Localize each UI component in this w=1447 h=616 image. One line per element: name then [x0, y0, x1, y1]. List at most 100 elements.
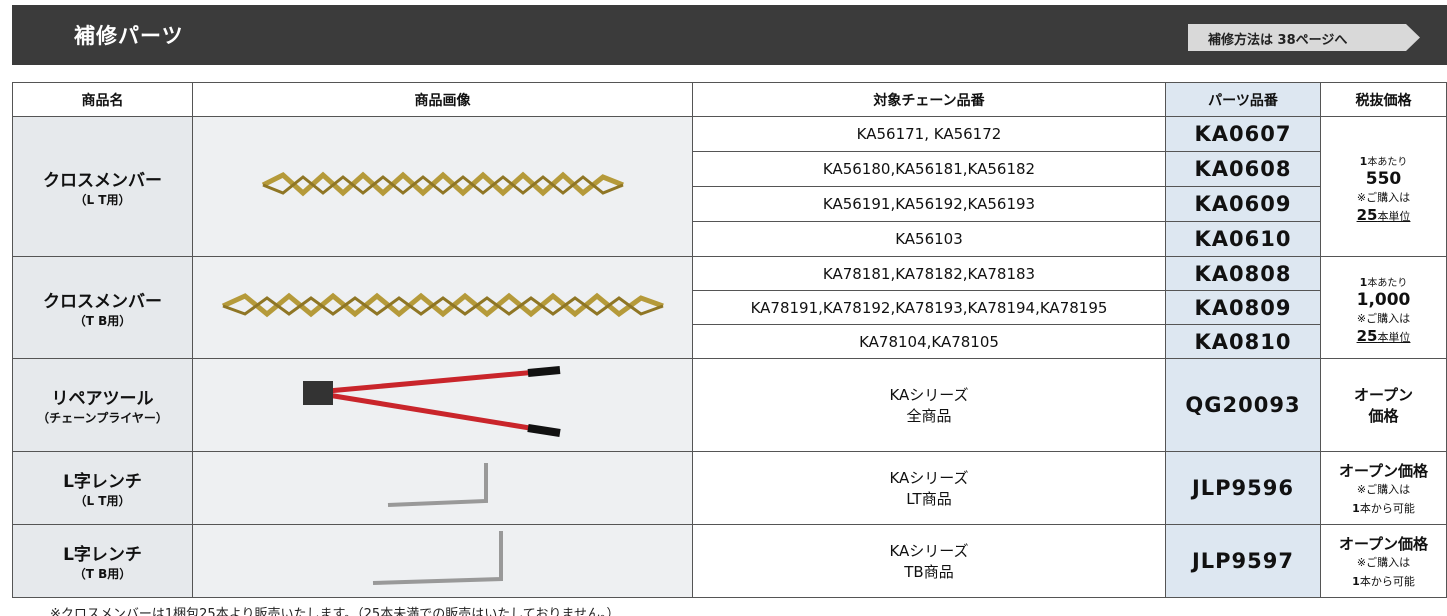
- product-sub: （T B用）: [73, 567, 132, 581]
- column-header: 商品名: [12, 82, 193, 117]
- target-text: KA78191,KA78192,KA78193,KA78194,KA78195: [750, 298, 1108, 317]
- target-cell: KA78191,KA78192,KA78193,KA78194,KA78195: [692, 290, 1166, 325]
- price-per-num: 1: [1359, 154, 1368, 168]
- name-cell: L字レンチ （L T用）: [12, 451, 193, 525]
- image-cell: [192, 524, 693, 598]
- table-row: L字レンチ （T B用） KAシリーズ TB商品 JLP9597 オープン価格 ※ご購入は 1…: [12, 524, 1447, 598]
- chain-image: [261, 171, 624, 196]
- table-row: リペアツール （チェーンプライヤー） KAシリーズ 全商品 QG20093 オープン価格: [12, 358, 1447, 452]
- price-unit-num: 1: [1352, 502, 1360, 515]
- product-name: クロスメンバー: [43, 170, 162, 191]
- price-per-text: 本あたり: [1367, 277, 1408, 289]
- price-line: オープン: [1353, 386, 1414, 404]
- price-cell: 1本あたり 550 ※ご購入は 25本単位: [1320, 116, 1447, 257]
- price-line: 価格: [1368, 407, 1399, 425]
- target-text: KA56191,KA56192,KA56193: [822, 195, 1036, 213]
- image-cell: [192, 256, 693, 359]
- table-row: クロスメンバー （T B用） KA78181,KA78182,KA78183 KA08…: [12, 256, 1447, 359]
- part-number: KA0609: [1194, 192, 1292, 216]
- part-cell: KA0809: [1165, 290, 1321, 325]
- price-amount: 1,000: [1356, 289, 1411, 310]
- price-unit: 1本から可能: [1321, 570, 1446, 589]
- part-number: JLP9597: [1191, 549, 1295, 573]
- price-per-num: 1: [1359, 275, 1368, 289]
- price-note: ※ご購入は: [1356, 483, 1411, 496]
- part-number: KA0810: [1194, 329, 1292, 354]
- price-unit-text: 本単位: [1377, 209, 1411, 223]
- target-text: KA56103: [895, 230, 963, 248]
- target-line: TB商品: [904, 563, 954, 581]
- name-cell: クロスメンバー （L T用）: [12, 116, 193, 257]
- table-row: KA56103 KA0610: [13, 221, 1447, 257]
- product-name: クロスメンバー: [43, 291, 162, 312]
- price-note: ※ご購入は: [1356, 556, 1411, 569]
- target-cell: KA78181,KA78182,KA78183: [692, 256, 1166, 291]
- target-text: KA56180,KA56181,KA56182: [822, 160, 1036, 178]
- part-cell: KA0808: [1165, 256, 1321, 291]
- price-amount: 550: [1365, 168, 1402, 189]
- target-cell: KAシリーズ 全商品: [692, 358, 1166, 452]
- price-cell: オープン価格 ※ご購入は 1本から可能: [1320, 524, 1447, 598]
- product-sub: （T B用）: [73, 313, 132, 328]
- product-name: L字レンチ: [63, 472, 142, 492]
- price-note: ※ご購入は: [1356, 311, 1411, 325]
- link-text[interactable]: 補修方法は 38ページへ: [1208, 33, 1348, 48]
- link-shape: [1188, 24, 1420, 51]
- price-note: ※ご購入は: [1356, 190, 1411, 204]
- product-sub: （L T用）: [74, 192, 131, 207]
- part-cell: QG20093: [1165, 358, 1321, 452]
- price-cell: オープン 価格: [1320, 358, 1447, 452]
- name-cell: L字レンチ （T B用）: [12, 524, 193, 598]
- image-cell: [192, 358, 693, 452]
- price-cell: 1本あたり 1,000 ※ご購入は 25本単位: [1320, 256, 1447, 359]
- column-header: 商品画像: [192, 82, 693, 117]
- target-line: KAシリーズ: [889, 386, 969, 404]
- price-unit-num: 25: [1356, 205, 1378, 224]
- price-unit: 1本から可能: [1321, 497, 1446, 516]
- price-unit-text: 本から可能: [1359, 575, 1415, 588]
- price-amount: オープン価格: [1338, 462, 1429, 480]
- table-row: L字レンチ （L T用） KAシリーズ LT商品 JLP9596 オープン価格 ※ご購入は 1…: [12, 451, 1447, 525]
- header-bar: 補修パーツ 補修方法は 38ページへ: [12, 5, 1447, 65]
- part-number: KA0608: [1194, 157, 1292, 181]
- plier-image: [302, 366, 561, 437]
- price-unit-text: 本単位: [1377, 330, 1411, 344]
- column-header: パーツ品番: [1165, 82, 1321, 117]
- wrench-image: [372, 531, 503, 585]
- header-row: 商品名 商品画像 対象チェーン品番 パーツ品番 税抜価格: [12, 82, 1447, 117]
- price-per: 1本あたり: [1321, 150, 1446, 169]
- price-unit: 25本単位: [1321, 205, 1446, 224]
- part-cell: JLP9596: [1165, 451, 1321, 525]
- target-cell: KAシリーズ TB商品: [692, 524, 1166, 598]
- part-cell: KA0608: [1165, 151, 1321, 187]
- table-row: KA56191,KA56192,KA56193 KA0609: [13, 186, 1447, 222]
- image-cell: [192, 451, 693, 525]
- product-sub: （チェーンプライヤー）: [37, 411, 168, 425]
- wrench-image: [387, 463, 488, 507]
- section-title: 補修パーツ: [74, 24, 184, 48]
- part-number: QG20093: [1185, 393, 1301, 417]
- target-cell: KAシリーズ LT商品: [692, 451, 1166, 525]
- target-text: KA56171, KA56172: [856, 125, 1002, 143]
- column-header: 対象チェーン品番: [692, 82, 1166, 117]
- target-line: KAシリーズ: [889, 469, 969, 487]
- target-text: KA78181,KA78182,KA78183: [822, 264, 1036, 283]
- price-unit-num: 1: [1352, 575, 1360, 588]
- parts-table: 商品名 商品画像 対象チェーン品番 パーツ品番 税抜価格 クロスメンバー （L T用） KA…: [12, 82, 1447, 598]
- page-link[interactable]: 補修方法は 38ページへ: [1188, 24, 1420, 51]
- target-cell: KA56171, KA56172: [692, 116, 1166, 152]
- table-row: KA56180,KA56181,KA56182 KA0608: [13, 151, 1447, 187]
- product-sub: （L T用）: [74, 494, 131, 508]
- target-cell: KA56191,KA56192,KA56193: [692, 186, 1166, 222]
- price-per: 1本あたり: [1321, 271, 1446, 290]
- price-per-text: 本あたり: [1367, 156, 1408, 168]
- product-name: リペアツール: [51, 389, 154, 409]
- name-cell: クロスメンバー （T B用）: [12, 256, 193, 359]
- part-cell: KA0607: [1165, 116, 1321, 152]
- footnote: ※クロスメンバーは1梱包25本より販売いたします。（25本未満での販売はいたして…: [50, 607, 620, 616]
- part-number: KA0607: [1194, 122, 1292, 146]
- part-cell: JLP9597: [1165, 524, 1321, 598]
- target-cell: KA56180,KA56181,KA56182: [692, 151, 1166, 187]
- target-cell: KA56103: [692, 221, 1166, 257]
- price-cell: オープン価格 ※ご購入は 1本から可能: [1320, 451, 1447, 525]
